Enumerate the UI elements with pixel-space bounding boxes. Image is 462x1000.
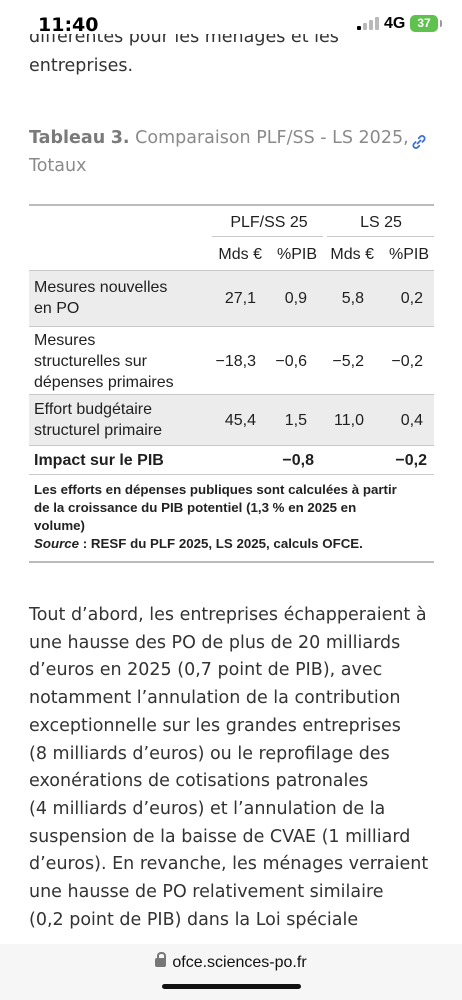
table-notes: Les efforts en dépenses publiques sont c… (34, 481, 399, 553)
group-header-row: PLF/SS 25 LS 25 (29, 206, 434, 238)
value-plf-mds: 45,4 (224, 412, 256, 429)
impact-row: Impact sur le PIB −0,8 −0,2 (29, 446, 434, 474)
row-label-line: Effort budgétaire (34, 401, 153, 418)
value-plf-mds: 27,1 (224, 290, 256, 307)
status-time: 11:40 (38, 14, 99, 36)
notes-line: volume) (34, 518, 85, 533)
sub-header-row: Mds € %PIB Mds € %PIB (29, 237, 434, 270)
value-plf-pib: −0,6 (275, 353, 307, 370)
source-text: : RESF du PLF 2025, LS 2025, calculs OFC… (79, 536, 363, 551)
caption-title: Comparaison PLF/SS - LS 2025, Totaux (29, 128, 409, 176)
caption-label: Tableau (29, 128, 106, 148)
link-icon[interactable] (410, 133, 428, 151)
row-label-line: Mesures (34, 332, 96, 349)
table-row: Effort budgétaire structurel primaire 45… (29, 395, 434, 445)
value-plf-mds: −18,3 (215, 353, 256, 370)
battery-level: 37 (417, 16, 431, 30)
url-display[interactable]: ofce.sciences-po.fr (0, 952, 462, 972)
row-rule (29, 326, 434, 327)
value-ls-pib: 0,4 (400, 412, 423, 429)
table-caption: Tableau 3. Comparaison PLF/SS - LS 2025,… (29, 124, 419, 180)
url-text: ofce.sciences-po.fr (172, 954, 307, 971)
value-ls-mds: 11,0 (334, 412, 364, 429)
header-underline-ls (327, 236, 434, 237)
previous-line-2: entreprises. (29, 56, 134, 76)
row-label-line: Mesures nouvelles (34, 279, 168, 296)
subheader-ls-pib: %PIB (388, 246, 429, 263)
subheader-plf-pib: %PIB (276, 246, 317, 263)
body-paragraph: Tout d’abord, les entreprises échapperai… (29, 605, 429, 930)
row-label: Effort budgétaire structurel primaire (34, 399, 209, 441)
previous-line-1: différentes pour les ménages et les (29, 34, 339, 47)
network-type: 4G (384, 15, 406, 32)
notes-line: Les efforts en dépenses publiques sont c… (34, 482, 397, 497)
battery-icon: 37 (410, 15, 442, 32)
impact-ls: −0,2 (395, 452, 427, 469)
source-label: Source (34, 536, 80, 551)
row-label-line: en PO (34, 300, 80, 317)
header-underline-plf (212, 236, 323, 237)
lock-icon (155, 952, 167, 967)
header-ls: LS 25 (360, 214, 402, 231)
impact-rule (29, 474, 434, 475)
value-plf-pib: 0,9 (284, 290, 307, 307)
signal-icon (357, 17, 379, 30)
home-indicator[interactable] (162, 984, 301, 989)
table-row: Mesures structurelles sur dépenses prima… (29, 327, 434, 394)
subheader-ls-mds: Mds € (330, 246, 374, 263)
value-ls-pib: 0,2 (400, 290, 423, 307)
subheader-plf-mds: Mds € (218, 246, 262, 263)
value-ls-mds: 5,8 (341, 290, 364, 307)
impact-plf: −0,8 (282, 452, 314, 469)
impact-label: Impact sur le PIB (34, 452, 164, 469)
header-plf: PLF/SS 25 (230, 214, 308, 231)
row-label: Mesures nouvelles en PO (34, 277, 204, 319)
row-label-line: structurelles sur (34, 353, 147, 370)
sub-header-rule (29, 270, 434, 271)
previous-paragraph: différentes pour les ménages et les entr… (29, 34, 439, 96)
notes-source: Source : RESF du PLF 2025, LS 2025, calc… (34, 535, 399, 553)
table-top-rule (29, 204, 434, 206)
row-label-line: structurel primaire (34, 422, 163, 439)
value-ls-mds: −5,2 (332, 353, 364, 370)
row-rule (29, 445, 434, 446)
status-bar: 11:40 4G 37 (0, 0, 462, 48)
value-plf-pib: 1,5 (284, 412, 307, 429)
notes-line: de la croissance du PIB potentiel (1,3 %… (34, 500, 357, 515)
table-bottom-rule (29, 561, 434, 563)
row-label-line: dépenses primaires (34, 374, 174, 391)
row-label: Mesures structurelles sur dépenses prima… (34, 330, 209, 393)
table-row: Mesures nouvelles en PO 27,1 0,9 5,8 0,2 (29, 271, 434, 326)
caption-number: 3. (110, 128, 130, 148)
row-rule (29, 394, 434, 395)
browser-url-bar[interactable]: ofce.sciences-po.fr (0, 944, 462, 1000)
value-ls-pib: −0,2 (391, 353, 423, 370)
